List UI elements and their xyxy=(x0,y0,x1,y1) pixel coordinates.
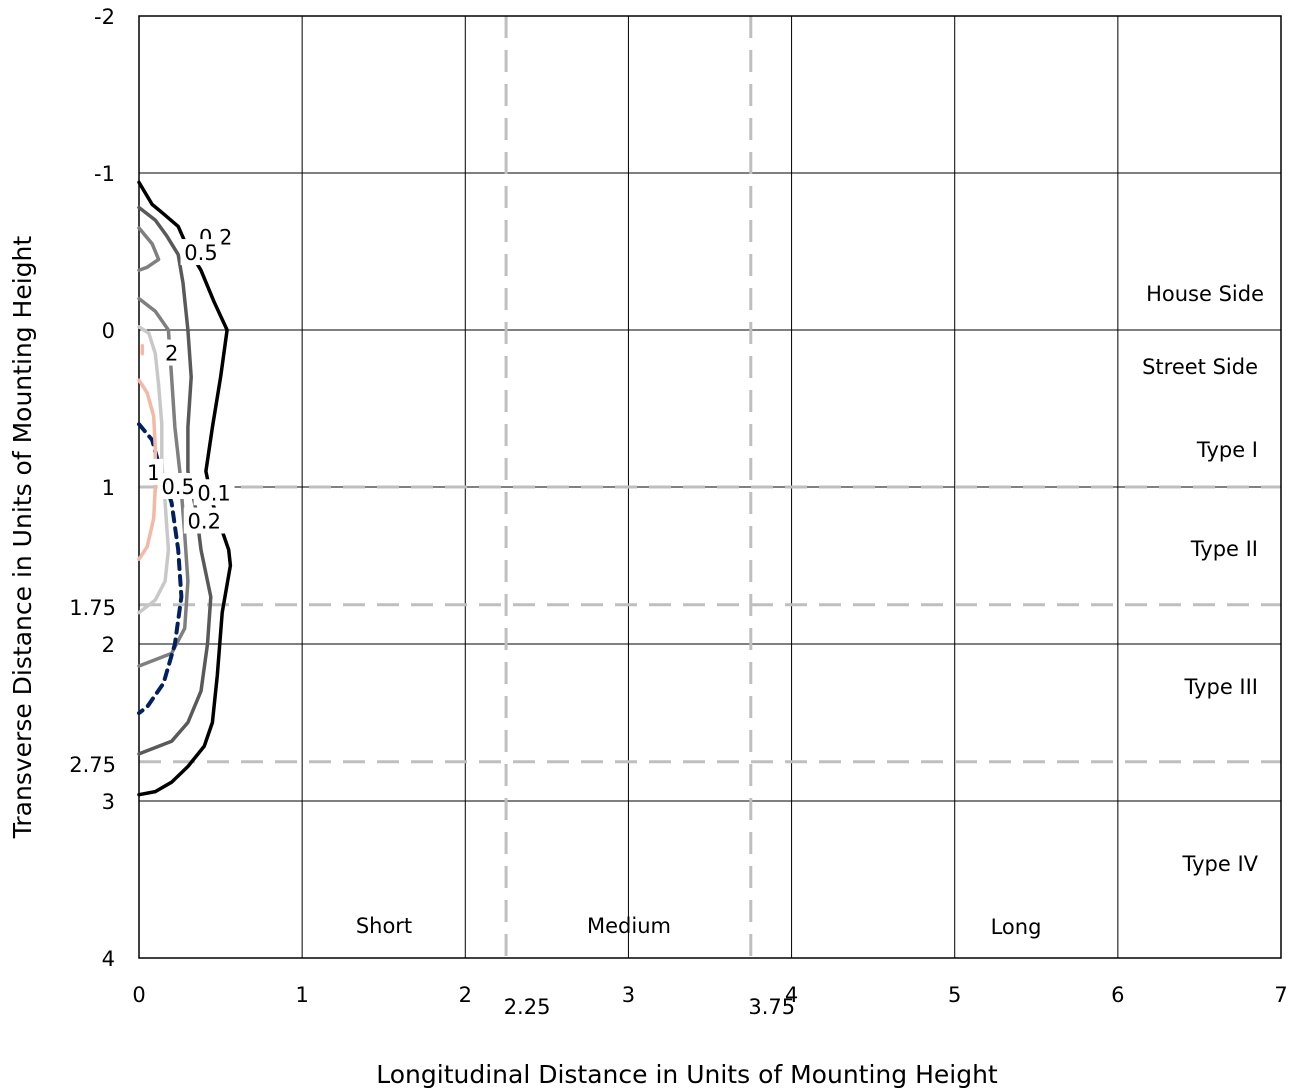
zone-label-type-3: Type III xyxy=(1184,675,1259,699)
x-tick-label-1: 1 xyxy=(295,983,308,1007)
x-tick-label-5: 5 xyxy=(948,983,961,1007)
contour-label-4: 0.5 xyxy=(161,475,194,499)
contour-label-6: 0.2 xyxy=(188,510,221,534)
zone-label-house-side: House Side xyxy=(1146,282,1264,306)
contour-line-3 xyxy=(137,296,190,668)
zone-label-long: Long xyxy=(991,915,1042,939)
zone-label-short: Short xyxy=(356,914,412,938)
reference-lines xyxy=(139,16,1281,958)
contour-label-bg-2 xyxy=(162,339,182,366)
y-axis-title: Transverse Distance in Units of Mounting… xyxy=(8,236,37,840)
x-axis-title: Longitudinal Distance in Units of Mounti… xyxy=(376,1060,998,1089)
x-extra-tick-label-1: 3.75 xyxy=(748,995,795,1019)
zone-label-type-1: Type I xyxy=(1196,438,1258,462)
contour-label-bg-4 xyxy=(157,473,199,499)
contour-line-2 xyxy=(137,226,161,273)
contour-label-2: 2 xyxy=(165,342,178,366)
zone-label-type-2: Type II xyxy=(1190,537,1258,561)
x-tick-labels: 0 1 2 3 4 5 6 7 2.25 3.75 xyxy=(132,983,1287,1019)
contour-label-bg-1 xyxy=(180,239,222,266)
zone-label-type-4: Type IV xyxy=(1182,852,1259,876)
plot-frame xyxy=(138,15,1282,959)
x-tick-label-0: 0 xyxy=(132,983,145,1007)
y-tick-label-6: 4 xyxy=(102,947,115,971)
y-tick-labels: -2 -1 0 1 2 3 4 1.75 2.75 xyxy=(69,5,116,971)
y-tick-label-0: -2 xyxy=(94,5,115,29)
x-extra-tick-label-0: 2.25 xyxy=(504,995,551,1019)
contour-label-bg-5 xyxy=(193,479,235,506)
y-extra-tick-label-0: 1.75 xyxy=(69,596,116,620)
x-tick-label-7: 7 xyxy=(1274,983,1287,1007)
y-tick-label-5: 3 xyxy=(102,790,115,814)
contour-label-bg-6 xyxy=(183,507,225,534)
y-tick-label-1: -1 xyxy=(94,162,115,186)
y-tick-label-2: 0 xyxy=(102,319,115,343)
zone-label-street-side: Street Side xyxy=(1142,355,1258,379)
y-extra-tick-label-1: 2.75 xyxy=(69,753,116,777)
y-tick-label-4: 2 xyxy=(102,633,115,657)
contour-label-1: 0.5 xyxy=(184,241,217,265)
x-tick-label-4: 4 xyxy=(785,983,798,1007)
x-tick-label-2: 2 xyxy=(459,983,472,1007)
zone-label-medium: Medium xyxy=(587,914,671,938)
zone-labels: House Side Street Side Type I Type II Ty… xyxy=(356,282,1264,939)
contour-label-3: 1 xyxy=(147,461,160,485)
contour-line-1 xyxy=(137,205,213,756)
x-tick-label-6: 6 xyxy=(1111,983,1124,1007)
y-tick-label-3: 1 xyxy=(102,476,115,500)
contour-label-5: 0.1 xyxy=(197,481,230,505)
x-tick-label-3: 3 xyxy=(622,983,635,1007)
